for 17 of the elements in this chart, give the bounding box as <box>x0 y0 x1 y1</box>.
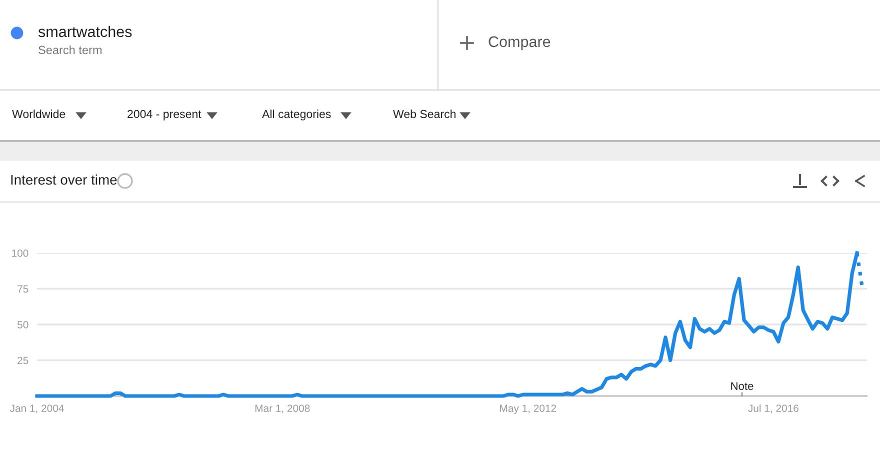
text: 2004 - present <box>128 110 202 120</box>
annotation: Note <box>731 382 754 390</box>
text: All categories <box>262 110 331 120</box>
x-tick-label: Jan 1, 2004 <box>10 404 64 414</box>
chart-title: Interest over time <box>11 174 117 185</box>
text: Compare <box>488 36 550 50</box>
x-tick-label: Mar 1, 2008 <box>255 404 310 414</box>
y-tick-label: 50 <box>18 321 28 328</box>
text: Worldwide <box>12 110 66 118</box>
text: Web Search <box>393 110 456 118</box>
text: smartwatches <box>38 26 132 38</box>
y-tick-label: 25 <box>18 356 28 364</box>
x-tick-label: Jul 1, 2016 <box>748 404 798 414</box>
text: Search term <box>38 46 102 54</box>
x-tick-label: May 1, 2012 <box>500 404 556 414</box>
y-tick-label: 100 <box>12 250 28 257</box>
y-tick-label: 75 <box>18 285 28 293</box>
